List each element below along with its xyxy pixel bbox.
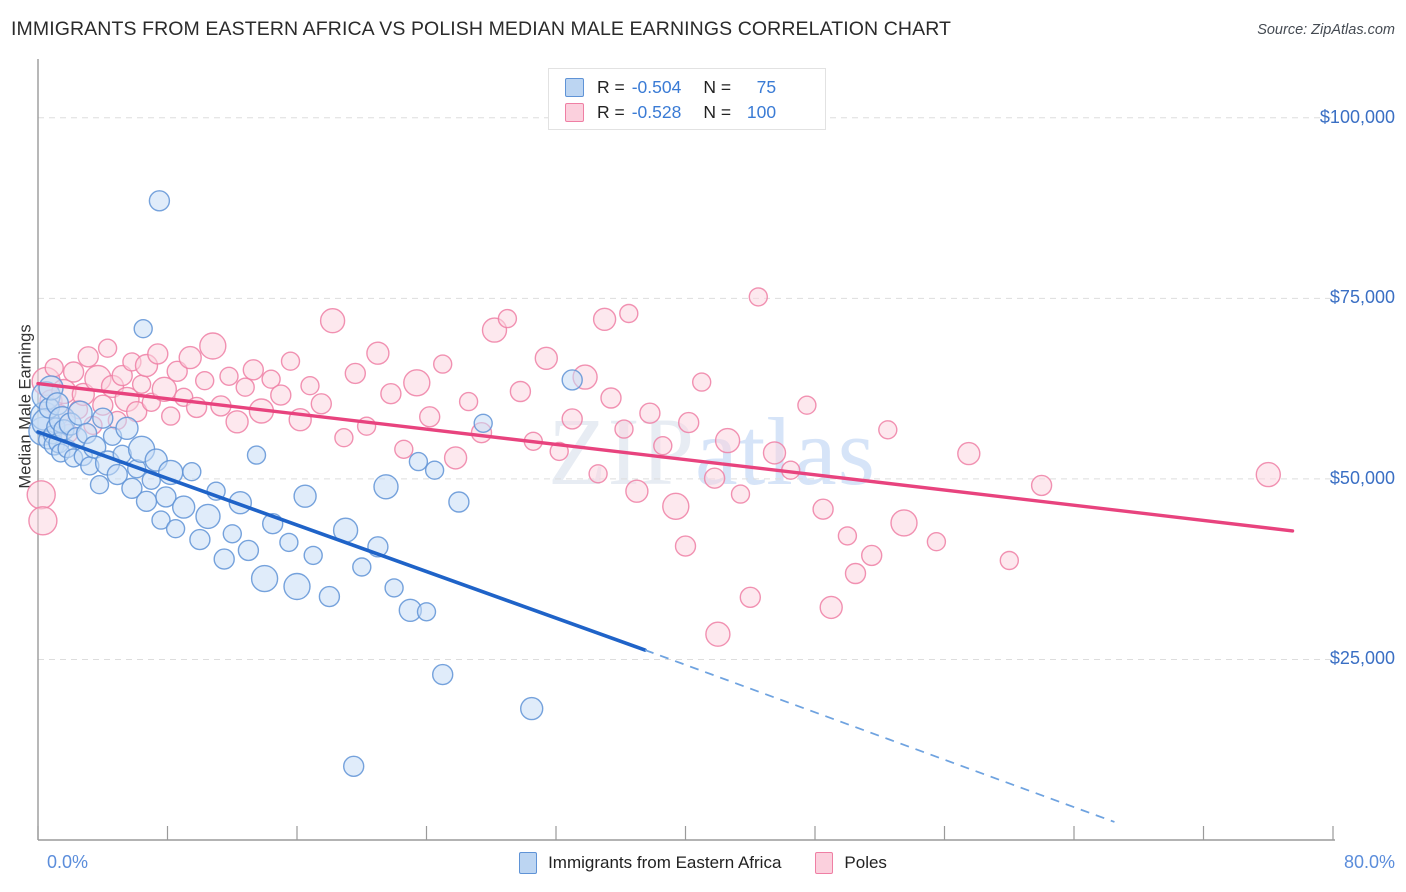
n-label: N = xyxy=(703,77,732,97)
r-value: -0.528 xyxy=(631,102,682,122)
x-axis-ticks xyxy=(37,826,1334,840)
gridlines xyxy=(38,117,1335,660)
legend-swatch-poles-icon xyxy=(565,103,584,122)
r-label: R = xyxy=(597,77,625,97)
axis-lines xyxy=(37,59,1335,841)
chart-header: IMMIGRANTS FROM EASTERN AFRICA VS POLISH… xyxy=(0,0,1406,52)
legend-swatch-immigrants-icon xyxy=(565,78,584,97)
y-axis-tick-label: $100,000 xyxy=(1319,106,1395,127)
scatter-points-immigrants xyxy=(28,190,583,777)
page-title: IMMIGRANTS FROM EASTERN AFRICA VS POLISH… xyxy=(11,18,952,40)
legend-swatch-poles-icon xyxy=(815,852,834,874)
y-axis-tick-label: $50,000 xyxy=(1329,467,1395,488)
n-value: 75 xyxy=(756,77,777,97)
scatter-points-poles xyxy=(26,287,1282,647)
series-legend: Immigrants from Eastern Africa Poles xyxy=(0,848,1406,878)
legend-item-poles[interactable]: Poles xyxy=(815,852,887,874)
stats-row-poles: R = -0.528 N = 100 xyxy=(565,100,825,125)
legend-swatch-immigrants-icon xyxy=(519,852,538,874)
n-label: N = xyxy=(703,102,732,122)
legend-label-poles: Poles xyxy=(844,853,887,872)
r-value: -0.504 xyxy=(631,77,682,97)
trendline-immigrants xyxy=(36,430,1115,823)
x-axis-max-label: 80.0% xyxy=(1343,852,1395,872)
trendline-poles xyxy=(36,381,1295,533)
n-value: 100 xyxy=(746,102,777,122)
source-attribution: Source: ZipAtlas.com xyxy=(1257,22,1395,38)
legend-label-immigrants: Immigrants from Eastern Africa xyxy=(548,853,782,872)
correlation-stats-legend: R = -0.504 N = 75 R = -0.528 N = 100 xyxy=(548,68,826,130)
x-axis-min-label: 0.0% xyxy=(47,852,89,872)
y-axis-tick-label: $25,000 xyxy=(1329,648,1395,669)
legend-item-immigrants[interactable]: Immigrants from Eastern Africa xyxy=(519,852,781,874)
stats-row-immigrants: R = -0.504 N = 75 xyxy=(565,75,825,100)
r-label: R = xyxy=(597,102,625,122)
y-axis-tick-label: $75,000 xyxy=(1329,287,1395,308)
